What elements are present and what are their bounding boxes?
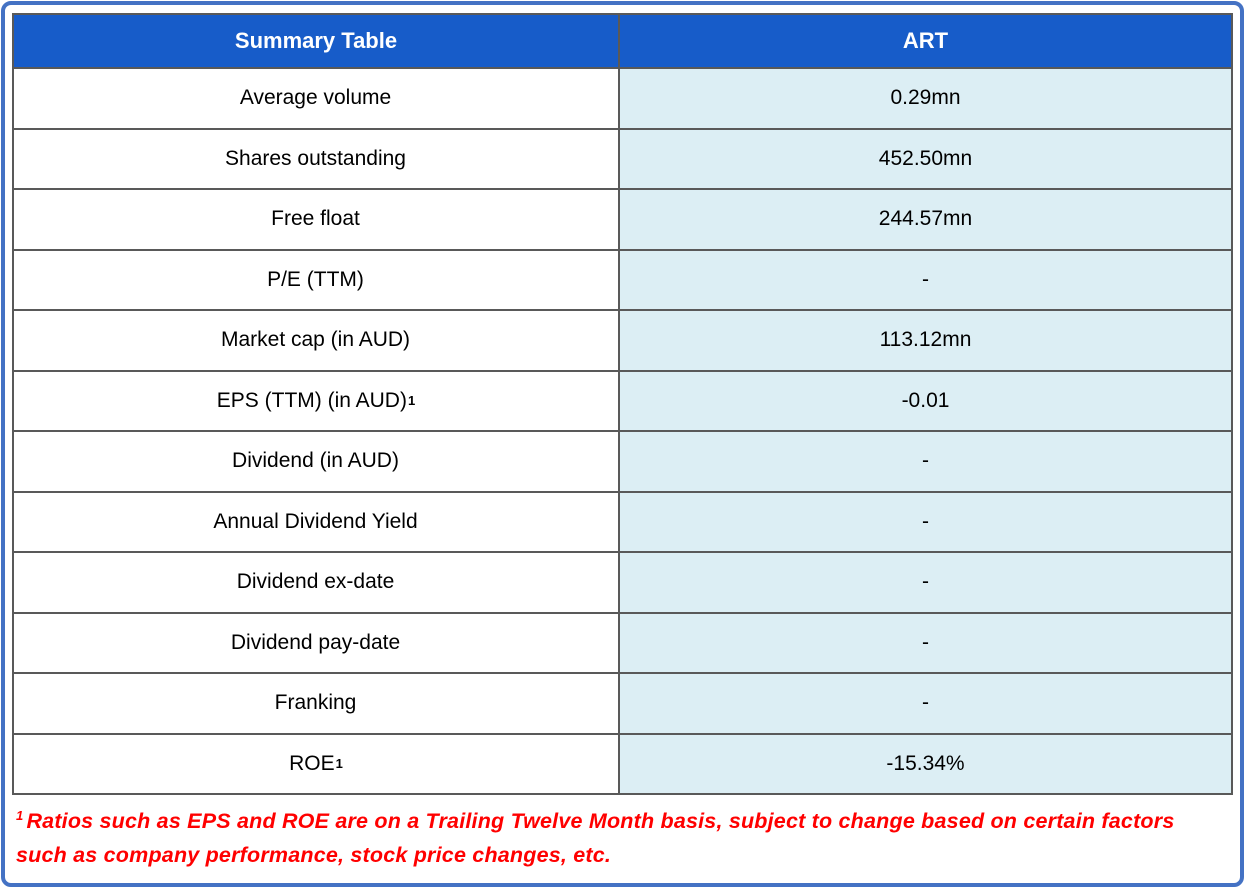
row-label-text: Dividend pay-date xyxy=(230,630,401,654)
row-label-text: Dividend (in AUD) xyxy=(232,449,399,473)
row-value: 113.12mn xyxy=(620,311,1231,370)
row-label-text: Franking xyxy=(274,691,357,715)
footnote: 1 Ratios such as EPS and ROE are on a Tra… xyxy=(12,804,1233,872)
row-label-dividend-pay-date: Dividend pay-date xyxy=(14,613,620,672)
row-label-text: Average volume xyxy=(239,86,392,110)
row-label-eps-ttm: EPS (TTM) (in AUD) 1 xyxy=(14,371,620,430)
row-label-text: Annual Dividend Yield xyxy=(213,509,418,533)
summary-table: Summary Table ART Average volume 0.29mn … xyxy=(12,13,1233,795)
row-value: - xyxy=(620,553,1231,612)
footnote-superscript: 1 xyxy=(16,807,24,823)
table-row: Annual Dividend Yield - xyxy=(14,490,1231,551)
table-row: ROE 1 -15.34% xyxy=(14,732,1231,793)
table-row: P/E (TTM) - xyxy=(14,248,1231,309)
row-label-dividend-ex-date: Dividend ex-date xyxy=(14,553,620,612)
row-value: - xyxy=(620,250,1231,309)
footnote-text: Ratios such as EPS and ROE are on a Trai… xyxy=(16,809,1175,867)
table-row: Free float 244.57mn xyxy=(14,188,1231,249)
table-row: Dividend pay-date - xyxy=(14,611,1231,672)
row-label-text: ROE xyxy=(289,751,335,775)
row-label-roe: ROE 1 xyxy=(14,734,620,793)
row-label-average-volume: Average volume xyxy=(14,69,620,128)
table-row: Average volume 0.29mn xyxy=(14,67,1231,128)
row-value: - xyxy=(620,492,1231,551)
row-label-franking: Franking xyxy=(14,674,620,733)
row-label-dividend: Dividend (in AUD) xyxy=(14,432,620,491)
row-value: - xyxy=(620,674,1231,733)
row-value: -15.34% xyxy=(620,734,1231,793)
table-row: Franking - xyxy=(14,672,1231,733)
table-header-row: Summary Table ART xyxy=(14,15,1231,67)
row-value: -0.01 xyxy=(620,371,1231,430)
table-row: Dividend ex-date - xyxy=(14,551,1231,612)
table-row: Dividend (in AUD) - xyxy=(14,430,1231,491)
row-value: 0.29mn xyxy=(620,69,1231,128)
row-label-text: P/E (TTM) xyxy=(267,267,364,291)
row-label-text: EPS (TTM) (in AUD) xyxy=(216,388,407,412)
row-label-text: Market cap (in AUD) xyxy=(220,328,411,352)
row-value: - xyxy=(620,613,1231,672)
row-label-free-float: Free float xyxy=(14,190,620,249)
row-value: - xyxy=(620,432,1231,491)
row-value: 244.57mn xyxy=(620,190,1231,249)
row-label-text: Free float xyxy=(271,207,360,231)
table-header-ticker: ART xyxy=(620,15,1231,67)
table-row: EPS (TTM) (in AUD) 1 -0.01 xyxy=(14,369,1231,430)
table-row: Market cap (in AUD) 113.12mn xyxy=(14,309,1231,370)
row-label-text: Shares outstanding xyxy=(225,146,406,170)
row-label-market-cap: Market cap (in AUD) xyxy=(14,311,620,370)
row-label-pe-ttm: P/E (TTM) xyxy=(14,250,620,309)
row-label-annual-dividend-yield: Annual Dividend Yield xyxy=(14,492,620,551)
row-label-shares-outstanding: Shares outstanding xyxy=(14,129,620,188)
table-row: Shares outstanding 452.50mn xyxy=(14,127,1231,188)
table-header-summary: Summary Table xyxy=(14,15,620,67)
row-value: 452.50mn xyxy=(620,129,1231,188)
row-label-text: Dividend ex-date xyxy=(236,570,395,594)
